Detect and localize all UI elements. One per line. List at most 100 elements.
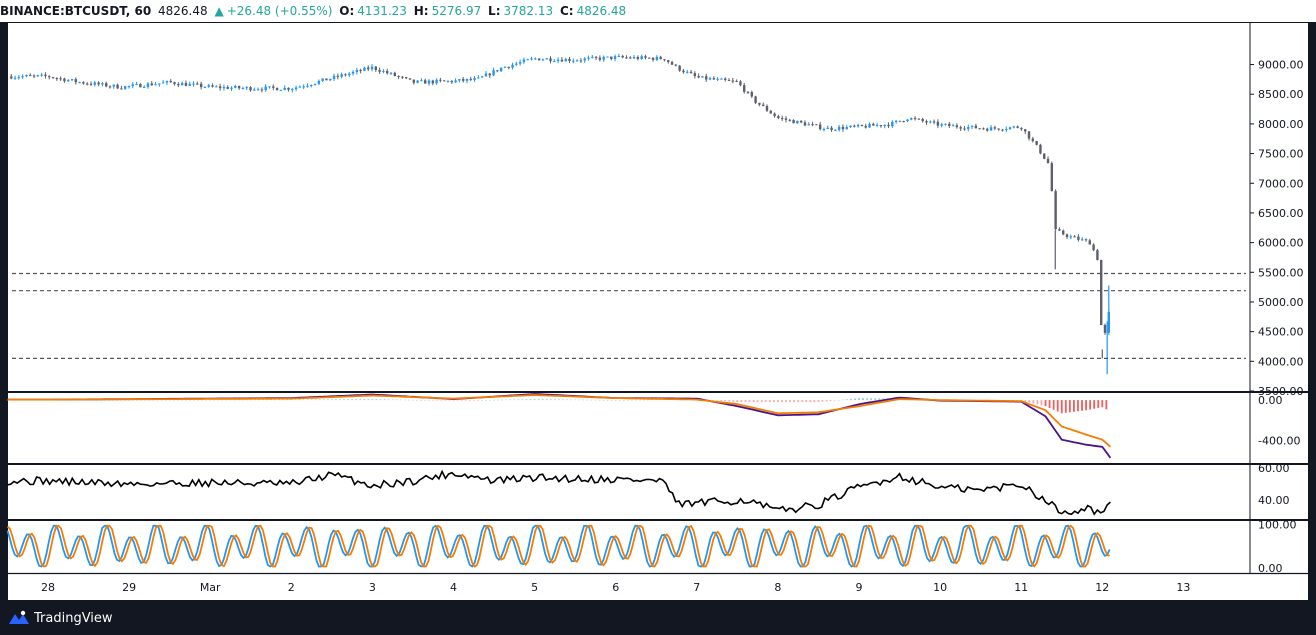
candle-body [477, 77, 480, 79]
candle-body [226, 86, 229, 89]
candle-body [777, 116, 780, 119]
macd-histogram-bar [359, 399, 362, 401]
macd-histogram-bar [245, 399, 248, 401]
macd-histogram-bar [598, 399, 601, 401]
macd-histogram-bar [618, 400, 621, 401]
candle-body [1035, 141, 1038, 145]
candle-body [405, 77, 408, 79]
candle-body [883, 124, 886, 127]
macd-histogram-bar [854, 398, 856, 401]
candle-body [560, 59, 564, 62]
candle-body [503, 66, 507, 68]
candle-body [667, 60, 670, 62]
price-axis-label: 8000.00 [1258, 118, 1304, 131]
candle-body [1001, 129, 1004, 131]
candle-body [640, 56, 643, 59]
candle-body [815, 124, 818, 126]
macd-histogram-bar [355, 399, 358, 401]
macd-histogram-bar [412, 399, 414, 401]
candle-body [469, 78, 472, 80]
candle-body [826, 127, 829, 130]
candle-body [583, 58, 586, 61]
candle-body [598, 57, 602, 60]
chart-canvas[interactable]: 9000.00 8500.00 8000.00 7500.00 7000.00 6500.… [0, 22, 1316, 601]
candle-body [1092, 244, 1095, 251]
candle-body [367, 67, 370, 70]
candle-body [568, 58, 571, 61]
macd-histogram-bar [440, 400, 443, 401]
macd-histogram-bar [1024, 400, 1027, 402]
candle-body [135, 83, 138, 85]
candle-body [412, 79, 416, 83]
tradingview-logo[interactable]: TradingView [8, 610, 113, 626]
candle-body [59, 78, 62, 80]
candle-body [207, 85, 210, 87]
candle-body [294, 87, 298, 90]
macd-histogram-bar [197, 399, 199, 401]
macd-histogram-bar [1093, 400, 1096, 409]
candle-body [788, 119, 791, 121]
candle-body [192, 83, 195, 85]
price-axis-label: 6500.00 [1258, 207, 1304, 220]
macd-histogram-bar [837, 400, 840, 401]
time-axis-label: 28 [41, 581, 55, 594]
macd-histogram-bar [375, 399, 378, 401]
macd-histogram-bar [537, 399, 540, 401]
candle-body [891, 121, 894, 127]
candle-body [663, 59, 666, 61]
candle-body [849, 125, 852, 128]
candle-body [439, 79, 442, 81]
candle-body [761, 104, 765, 107]
candle-body [602, 56, 605, 60]
candle-body [420, 80, 423, 82]
candle-body [499, 67, 503, 72]
candle-body [678, 65, 681, 71]
candle-body [298, 86, 302, 88]
candle-body [970, 125, 974, 127]
candle-body [948, 123, 951, 127]
macd-histogram-bar [525, 399, 528, 401]
candle-body [530, 58, 533, 60]
symbol-title[interactable]: BINANCE:BTCUSDT, 60 [0, 4, 152, 18]
candle-body [82, 82, 85, 84]
candle-body [1039, 144, 1042, 154]
candle-body [1027, 131, 1031, 139]
candlestick-series [10, 53, 1110, 375]
candle-body [234, 85, 237, 88]
macd-histogram-bar [541, 399, 544, 401]
candle-body [317, 80, 321, 84]
macd-histogram-bar [744, 400, 747, 403]
macd-histogram-bar [148, 399, 151, 401]
candle-body [336, 75, 340, 77]
macd-histogram-bar [574, 399, 577, 401]
macd-histogram-bar [310, 399, 313, 401]
candle-body [875, 125, 879, 127]
candle-body [355, 69, 359, 72]
macd-histogram-bar [549, 399, 552, 401]
time-axis-label: 11 [1014, 581, 1028, 594]
candle-body [378, 69, 381, 72]
macd-histogram-bar [460, 400, 463, 401]
macd-histogram-bar [1081, 400, 1083, 411]
macd-histogram-bar [756, 400, 759, 403]
candle-body [989, 127, 993, 131]
macd-histogram-bar [1097, 400, 1100, 408]
macd-histogram-bar [480, 400, 483, 401]
macd-histogram-bar [144, 399, 147, 401]
candle-body [606, 56, 609, 58]
candle-body [511, 64, 514, 68]
macd-histogram-bar [553, 399, 556, 401]
candle-body [716, 78, 719, 80]
candle-body [727, 79, 731, 81]
candle-body [488, 73, 491, 76]
candle-body [898, 120, 902, 122]
macd-histogram-bar [290, 399, 293, 401]
price-axis-label: 7000.00 [1258, 177, 1304, 190]
symbol-header: BINANCE:BTCUSDT, 60 4826.48 ▲ +26.48 (+0.… [0, 0, 1316, 22]
candle-body [36, 75, 40, 77]
candle-body [1081, 239, 1084, 241]
price-axis-label: 4000.00 [1258, 355, 1304, 368]
candle-body [572, 60, 575, 62]
candle-body [724, 78, 727, 80]
candle-body [211, 85, 214, 87]
